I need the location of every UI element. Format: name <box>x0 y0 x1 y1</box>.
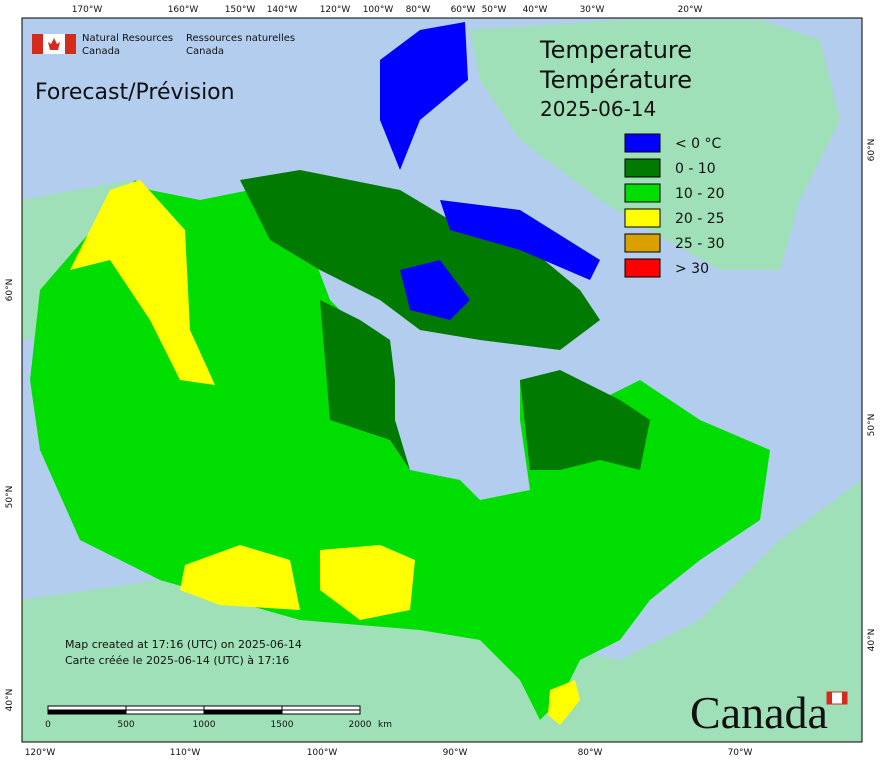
legend-swatch <box>624 233 661 253</box>
lat-label: 60°N <box>5 279 15 302</box>
lon-label: 100°W <box>307 748 338 758</box>
wordmark-flag-bar <box>827 692 832 704</box>
lon-label: 80°W <box>578 748 603 758</box>
legend-swatch <box>624 258 661 278</box>
credit: Carte créée le 2025-06-14 (UTC) à 17:16 <box>65 654 289 667</box>
agency: Ressources naturelles <box>186 33 295 44</box>
manitoba-warm <box>320 545 415 620</box>
ontario-warm <box>548 680 580 725</box>
legend-label: 10 - 20 <box>675 186 725 202</box>
scale-segment <box>281 709 361 715</box>
lon-label: 50°W <box>482 5 507 15</box>
scale-segment <box>203 705 283 711</box>
lon-label: 120°W <box>320 5 351 15</box>
lat-label: 40°N <box>867 629 877 652</box>
arctic-south <box>240 170 600 350</box>
scale-label: 1000 <box>193 720 216 730</box>
scale-unit: km <box>378 720 392 730</box>
agency: Canada <box>186 46 224 57</box>
scale-segment <box>281 705 361 711</box>
lon-label: 40°W <box>523 5 548 15</box>
usa <box>22 480 862 742</box>
lon-label: 30°W <box>580 5 605 15</box>
wordmark: Canada <box>690 687 828 738</box>
lon-label: 70°W <box>728 748 753 758</box>
alberta-warm <box>180 545 300 610</box>
baffin-east <box>440 200 600 280</box>
legend-label: 0 - 10 <box>675 161 716 177</box>
scale-segment <box>47 705 127 711</box>
title: Température <box>539 66 692 94</box>
legend-label: 25 - 30 <box>675 236 725 252</box>
legend-swatch <box>624 158 661 178</box>
date: 2025-06-14 <box>540 97 656 121</box>
hudson-west <box>320 300 410 470</box>
legend-swatch <box>624 208 661 228</box>
scale-label: 500 <box>117 720 134 730</box>
flag-bar <box>65 34 76 54</box>
scale-label: 0 <box>45 720 51 730</box>
maple-leaf <box>48 38 60 50</box>
baffin-ice <box>400 260 470 320</box>
product: Forecast/Prévision <box>35 80 235 105</box>
lat-label: 50°N <box>867 414 877 437</box>
lon-label: 150°W <box>225 5 256 15</box>
quebec-north <box>520 370 650 470</box>
legend-swatch <box>624 133 661 153</box>
hudson-bay <box>395 360 520 480</box>
flag-bar <box>32 34 43 54</box>
lon-label: 90°W <box>443 748 468 758</box>
lon-label: 170°W <box>72 5 103 15</box>
lon-label: 160°W <box>168 5 199 15</box>
lat-label: 40°N <box>5 689 15 712</box>
lon-label: 140°W <box>267 5 298 15</box>
lon-label: 120°W <box>25 748 56 758</box>
scale-label: 2000 <box>349 720 372 730</box>
lon-label: 80°W <box>406 5 431 15</box>
yukon-warm <box>70 180 215 385</box>
lon-label: 60°W <box>451 5 476 15</box>
scale-segment <box>125 705 205 711</box>
agency: Natural Resources <box>82 33 173 44</box>
lat-label: 50°N <box>5 486 15 509</box>
wordmark-flag-bar <box>842 692 847 704</box>
lat-label: 60°N <box>867 139 877 162</box>
legend-label: < 0 °C <box>675 136 722 152</box>
lon-label: 20°W <box>678 5 703 15</box>
credit: Map created at 17:16 (UTC) on 2025-06-14 <box>65 638 302 651</box>
frame-border <box>21 17 863 743</box>
agency: Canada <box>82 46 120 57</box>
scale-label: 1500 <box>271 720 294 730</box>
lon-label: 100°W <box>363 5 394 15</box>
scale-segment <box>125 709 205 715</box>
ellesmere <box>380 22 468 170</box>
legend-label: > 30 <box>675 261 709 277</box>
scale-segment <box>203 709 283 715</box>
legend-label: 20 - 25 <box>675 211 725 227</box>
scale-segment <box>47 709 127 715</box>
legend-swatch <box>624 183 661 203</box>
lon-label: 110°W <box>170 748 201 758</box>
title: Temperature <box>539 36 692 64</box>
